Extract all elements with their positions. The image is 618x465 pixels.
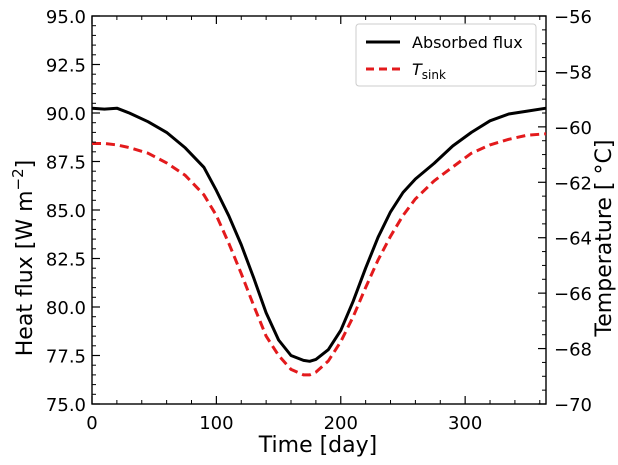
series-line-absorbed-flux xyxy=(91,106,547,363)
right-axis: −70 −68 −66 −64 −62 −60 −58 −56 xyxy=(538,7,592,416)
left-y-axis-label-suffix: ] xyxy=(13,160,38,169)
right-tick-label: −70 xyxy=(554,395,592,416)
x-axis-label: Time [day] xyxy=(258,433,377,458)
left-axis: 75.0 77.5 80.0 82.5 85.0 87.5 90.0 92.5 95.0 xyxy=(46,7,100,416)
legend: Absorbed flux Tsink xyxy=(355,23,537,87)
left-y-axis-label: Heat flux [W m−2] xyxy=(9,160,38,356)
legend-absorbed-flux-label: Absorbed flux xyxy=(412,33,523,52)
left-y-axis-label-exponent: −2 xyxy=(9,168,27,190)
legend-tsink-label: Tsink xyxy=(412,60,446,82)
left-tick-label: 90.0 xyxy=(46,104,86,125)
left-tick-label: 80.0 xyxy=(46,298,86,319)
x-tick-label: 300 xyxy=(448,413,482,434)
right-tick-label: −64 xyxy=(554,229,592,250)
left-tick-label: 85.0 xyxy=(46,201,86,222)
left-tick-label: 75.0 xyxy=(46,395,86,416)
left-tick-label: 87.5 xyxy=(46,153,86,174)
left-tick-label: 82.5 xyxy=(46,250,86,271)
legend-box xyxy=(355,23,537,87)
x-tick-label: 200 xyxy=(324,413,358,434)
left-tick-label: 77.5 xyxy=(46,347,86,368)
left-tick-label: 95.0 xyxy=(46,7,86,28)
right-tick-label: −62 xyxy=(554,173,592,194)
right-tick-label: −56 xyxy=(554,7,592,28)
right-tick-label: −60 xyxy=(554,118,592,139)
legend-tsink-symbol: T xyxy=(412,60,423,79)
left-tick-label: 92.5 xyxy=(46,56,86,77)
left-y-axis-label-prefix: Heat flux [W m xyxy=(13,190,38,356)
x-tick-label: 0 xyxy=(86,413,97,434)
x-tick-label: 100 xyxy=(199,413,233,434)
right-tick-label: −66 xyxy=(554,284,592,305)
series-layer xyxy=(91,106,547,377)
legend-tsink-subscript: sink xyxy=(422,68,446,82)
right-tick-label: −58 xyxy=(554,62,592,83)
series-line-tsink xyxy=(92,132,547,377)
right-tick-label: −68 xyxy=(554,340,592,361)
bottom-axis: 0 100 200 300 xyxy=(86,16,541,434)
right-y-axis-label: Temperature [ °C] xyxy=(592,140,617,338)
